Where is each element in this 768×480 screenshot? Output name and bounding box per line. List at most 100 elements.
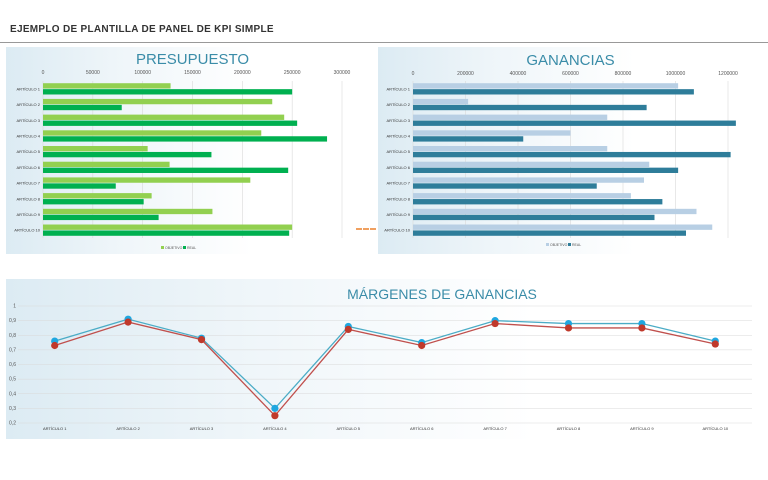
- profit-bar-target: [413, 83, 679, 89]
- budget-category-label: ARTÍCULO 3: [17, 118, 41, 123]
- margin-series-2-point: [124, 318, 132, 326]
- profit-bar-actual: [413, 104, 647, 111]
- budget-bar-target: [43, 208, 213, 215]
- profit-chart: GANANCIAS 0 200000 400000 600000 800000 100000…: [384, 52, 738, 247]
- budget-bar-actual: [43, 214, 159, 221]
- budget-legend-label-actual: REAL: [187, 246, 196, 250]
- profit-x-tick-label: 800000: [615, 71, 632, 77]
- budget-bar-actual: [43, 89, 293, 95]
- budget-chart-title: PRESUPUESTO: [136, 51, 249, 68]
- margin-category-label: ARTÍCULO 5: [337, 426, 361, 431]
- margin-y-tick-label: 0,3: [9, 406, 16, 412]
- margin-series-2-point: [491, 319, 499, 328]
- margin-series-2-point: [271, 412, 279, 420]
- margin-y-tick-label: 0,2: [9, 421, 16, 427]
- margin-series-2-point: [51, 341, 59, 350]
- profit-bar-actual: [413, 230, 686, 236]
- profit-category-label: ARTÍCULO 9: [387, 212, 411, 217]
- profit-x-tick-label: 0: [412, 71, 415, 77]
- budget-category-label: ARTÍCULO 10: [14, 228, 40, 233]
- margin-series-1-point: [271, 404, 279, 412]
- margin-category-label: ARTÍCULO 1: [43, 426, 67, 431]
- margin-y-tick-label: 0,8: [9, 333, 16, 339]
- margin-chart-panel: MÁRGENES DE GANANCIAS 0,2 0,3 0,4 0,5 0,6 0,7 0…: [6, 279, 760, 439]
- profit-bar-actual: [413, 136, 524, 142]
- budget-x-tick-label: 250000: [284, 70, 301, 76]
- margin-category-label: ARTÍCULO 4: [263, 426, 287, 431]
- budget-bar-target: [43, 224, 293, 230]
- profit-x-tick-label: 200000: [457, 71, 474, 77]
- budget-x-tick-label: 200000: [234, 70, 251, 76]
- budget-category-label: ARTÍCULO 4: [17, 133, 41, 138]
- budget-bar-actual: [43, 167, 289, 173]
- margin-series-1-line: [54, 318, 716, 410]
- profit-bar-actual: [413, 199, 663, 205]
- budget-bar-actual: [43, 183, 116, 189]
- margin-series-2-point: [564, 324, 573, 332]
- margin-category-label: ARTÍCULO 10: [702, 426, 728, 431]
- profit-x-tick-label: 1000000: [666, 71, 686, 77]
- margin-y-tick-label: 0,6: [9, 362, 16, 368]
- profit-bar-actual: [413, 167, 679, 173]
- budget-category-label: ARTÍCULO 2: [17, 102, 41, 107]
- budget-chart: PRESUPUESTO 0 50000 100000 150000 200000 25000…: [14, 51, 351, 250]
- profit-bar-target: [413, 161, 650, 168]
- budget-bar-target: [43, 193, 152, 199]
- budget-bar-target: [43, 114, 285, 120]
- margin-category-label: ARTÍCULO 6: [410, 426, 434, 431]
- budget-bar-target: [43, 83, 171, 89]
- margin-chart-title: MÁRGENES DE GANANCIAS: [347, 286, 537, 302]
- profit-bar-target: [413, 208, 697, 215]
- margin-y-tick-label: 0,5: [9, 377, 16, 383]
- profit-x-tick-label: 1200000: [718, 71, 738, 77]
- profit-bar-actual: [413, 214, 655, 221]
- budget-legend-label-target: OBJETIVO: [165, 246, 183, 250]
- margin-chart: MÁRGENES DE GANANCIAS 0,2 0,3 0,4 0,5 0,6 0,7 0…: [9, 286, 752, 431]
- profit-category-label: ARTÍCULO 3: [387, 118, 411, 123]
- margin-category-label: ARTÍCULO 3: [190, 426, 214, 431]
- margin-category-label: ARTÍCULO 2: [116, 426, 140, 431]
- budget-x-tick-label: 150000: [184, 70, 201, 76]
- profit-bar-target: [413, 130, 571, 136]
- margin-series-2-point: [344, 325, 352, 333]
- budget-bar-actual: [43, 199, 144, 205]
- budget-x-tick-label: 100000: [134, 70, 151, 76]
- profit-category-label: ARTÍCULO 7: [387, 181, 411, 186]
- profit-bar-actual: [413, 89, 694, 95]
- profit-category-label: ARTÍCULO 2: [387, 102, 411, 107]
- budget-bar-actual: [43, 120, 298, 126]
- profit-category-label: ARTÍCULO 1: [387, 86, 411, 91]
- margin-y-tick-label: 0,7: [9, 347, 16, 353]
- title-divider: [0, 42, 768, 43]
- profit-category-label: ARTÍCULO 8: [387, 196, 411, 201]
- margin-series-2-point: [418, 341, 426, 350]
- profit-bar-target: [413, 98, 469, 105]
- margin-y-tick-label: 0,9: [9, 318, 16, 324]
- margin-series-2-point: [711, 340, 719, 348]
- margin-y-tick-label: 0,4: [9, 391, 16, 397]
- budget-bar-target: [43, 177, 251, 183]
- profit-bar-target: [413, 114, 608, 120]
- profit-legend-swatch-actual: [568, 243, 571, 246]
- budget-x-tick-label: 0: [42, 70, 45, 76]
- profit-category-label: ARTÍCULO 6: [387, 165, 411, 170]
- budget-bar-target: [43, 146, 148, 152]
- margin-y-tick-label: 1: [13, 304, 16, 310]
- budget-legend-swatch-target: [161, 246, 164, 249]
- decorative-dash: [356, 228, 376, 230]
- budget-x-tick-label: 300000: [334, 70, 351, 76]
- budget-category-label: ARTÍCULO 7: [17, 181, 41, 186]
- budget-chart-panel: PRESUPUESTO 0 50000 100000 150000 200000 25000…: [6, 47, 358, 254]
- budget-x-tick-label: 50000: [86, 70, 100, 76]
- margin-category-label: ARTÍCULO 9: [630, 426, 654, 431]
- margin-category-label: ARTÍCULO 8: [557, 426, 581, 431]
- profit-bar-actual: [413, 120, 736, 126]
- profit-chart-panel: GANANCIAS 0 200000 400000 600000 800000 100000…: [378, 47, 745, 254]
- profit-x-tick-label: 400000: [510, 71, 527, 77]
- budget-bar-target: [43, 130, 262, 136]
- margin-series-2-point: [197, 336, 206, 344]
- budget-legend-swatch-actual: [183, 246, 186, 249]
- profit-category-label: ARTÍCULO 4: [387, 133, 411, 138]
- budget-bar-target: [43, 161, 170, 168]
- profit-bar-target: [413, 177, 644, 183]
